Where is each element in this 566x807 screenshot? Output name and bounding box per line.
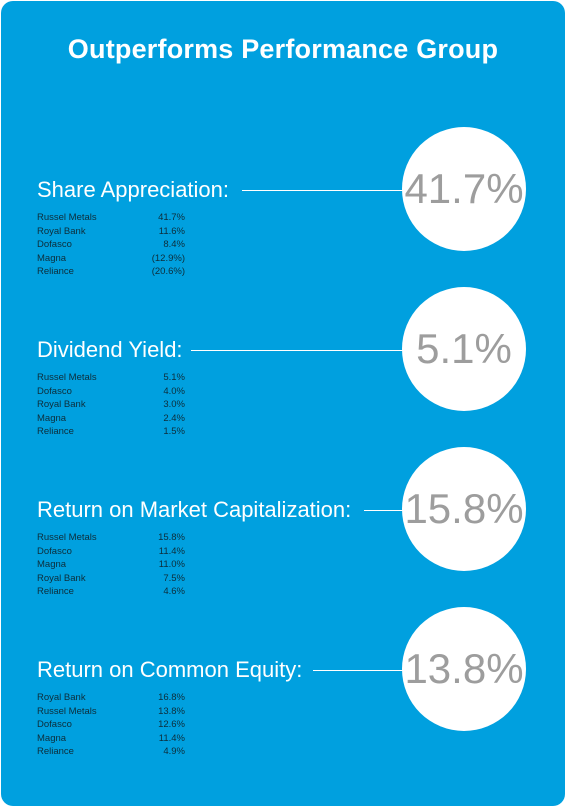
- table-row: Dofasco 11.4%: [37, 546, 197, 560]
- company-name: Reliance: [37, 586, 74, 598]
- company-name: Magna: [37, 559, 67, 571]
- highlight-value: 41.7%: [404, 165, 524, 212]
- company-value: 4.0%: [163, 385, 185, 397]
- section-heading: Dividend Yield:: [37, 337, 183, 362]
- section-return-common-equity: Return on Common Equity: 13.8% Royal Ban…: [1, 607, 565, 767]
- table-row: Reliance 4.9%: [37, 746, 197, 760]
- leader-line: [313, 670, 407, 671]
- page-title: Outperforms Performance Group: [67, 34, 499, 64]
- company-value: 7.5%: [163, 572, 185, 584]
- company-name: Russel Metals: [37, 212, 97, 223]
- company-name: Magna: [37, 732, 67, 744]
- company-value: 16.8%: [158, 692, 185, 703]
- company-name: Reliance: [37, 746, 74, 758]
- company-name: Reliance: [37, 266, 74, 278]
- company-value: 8.4%: [163, 239, 185, 251]
- company-name: Royal Bank: [37, 692, 86, 703]
- section-share-appreciation: Share Appreciation: 41.7% Russel Metals 4…: [1, 127, 565, 287]
- company-name: Reliance: [37, 426, 74, 438]
- company-name: Royal Bank: [37, 225, 86, 237]
- table-row: Reliance 4.6%: [37, 586, 197, 600]
- company-value: 4.9%: [163, 746, 185, 758]
- section-heading: Return on Common Equity:: [37, 657, 303, 682]
- company-name: Magna: [37, 412, 67, 424]
- highlight-value: 15.8%: [404, 485, 524, 532]
- company-name: Russel Metals: [37, 532, 97, 543]
- table-row: Russel Metals 41.7%: [37, 212, 197, 226]
- company-name: Royal Bank: [37, 572, 86, 584]
- table-row: Magna 2.4%: [37, 413, 197, 427]
- company-value: 2.4%: [163, 412, 185, 424]
- table-row: Russel Metals 15.8%: [37, 532, 197, 546]
- table-row: Russel Metals 5.1%: [37, 372, 197, 386]
- data-table: Russel Metals 41.7% Royal Bank 11.6% Dofas…: [37, 212, 197, 280]
- table-row: Royal Bank 16.8%: [37, 692, 197, 706]
- table-row: Royal Bank 11.6%: [37, 226, 197, 240]
- highlight-circle: 41.7%: [402, 127, 526, 251]
- table-row: Royal Bank 7.5%: [37, 573, 197, 587]
- company-value: 5.1%: [163, 372, 185, 383]
- company-value: 13.8%: [158, 705, 185, 717]
- leader-line: [191, 350, 407, 351]
- company-name: Dofasco: [37, 719, 72, 731]
- company-name: Dofasco: [37, 239, 72, 251]
- table-row: Magna 11.0%: [37, 559, 197, 573]
- company-name: Russel Metals: [37, 705, 97, 717]
- company-value: 11.6%: [158, 225, 185, 237]
- leader-line: [242, 190, 407, 191]
- company-value: 11.4%: [158, 545, 185, 557]
- company-name: Royal Bank: [37, 399, 86, 411]
- data-table: Russel Metals 5.1% Dofasco 4.0% Royal Bank…: [37, 372, 197, 440]
- company-value: (12.9%): [151, 252, 185, 264]
- company-value: 11.0%: [158, 559, 185, 571]
- highlight-circle: 13.8%: [402, 607, 526, 731]
- highlight-value: 5.1%: [416, 325, 512, 372]
- company-value: 3.0%: [163, 399, 185, 411]
- table-row: Reliance 1.5%: [37, 426, 197, 440]
- company-name: Russel Metals: [37, 372, 97, 383]
- leader-line: [364, 510, 407, 511]
- table-row: Reliance (20.6%): [37, 266, 197, 280]
- company-value: 11.4%: [158, 732, 185, 744]
- table-row: Russel Metals 13.8%: [37, 706, 197, 720]
- section-dividend-yield: Dividend Yield: 5.1% Russel Metals 5.1% D…: [1, 287, 565, 447]
- data-table: Royal Bank 16.8% Russel Metals 13.8% Dofas…: [37, 692, 197, 760]
- company-value: (20.6%): [151, 266, 185, 278]
- section-return-market-cap: Return on Market Capitalization: 15.8% R…: [1, 447, 565, 607]
- data-table: Russel Metals 15.8% Dofasco 11.4% Magna 11.…: [37, 532, 197, 600]
- table-row: Royal Bank 3.0%: [37, 399, 197, 413]
- company-value: 12.6%: [158, 719, 185, 731]
- section-heading: Share Appreciation:: [37, 177, 230, 202]
- highlight-value: 13.8%: [404, 645, 524, 692]
- table-row: Dofasco 12.6%: [37, 719, 197, 733]
- company-value: 4.6%: [163, 586, 185, 598]
- highlight-circle: 15.8%: [402, 447, 526, 571]
- table-row: Magna (12.9%): [37, 253, 197, 267]
- section-heading: Return on Market Capitalization:: [37, 497, 352, 522]
- highlight-circle: 5.1%: [402, 287, 526, 411]
- company-name: Dofasco: [37, 545, 72, 557]
- company-value: 15.8%: [158, 532, 185, 543]
- table-row: Dofasco 4.0%: [37, 386, 197, 400]
- company-name: Dofasco: [37, 385, 72, 397]
- company-value: 41.7%: [158, 212, 185, 223]
- table-row: Magna 11.4%: [37, 733, 197, 747]
- table-row: Dofasco 8.4%: [37, 239, 197, 253]
- company-name: Magna: [37, 252, 67, 264]
- company-value: 1.5%: [163, 426, 185, 438]
